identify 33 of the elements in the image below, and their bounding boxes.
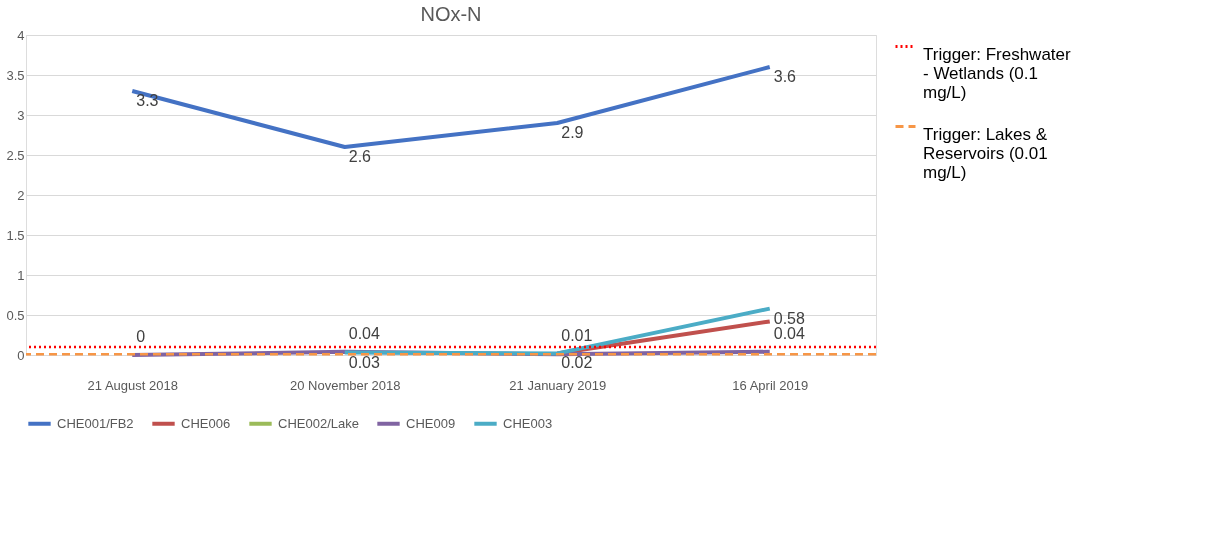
y-tick-label: 4 <box>17 27 25 43</box>
y-tick-label: 3 <box>17 107 25 123</box>
legend-label: CHE009 <box>406 415 456 431</box>
data-label: 0 <box>136 328 146 345</box>
data-label: 3.6 <box>773 68 797 85</box>
y-tick-label: 2.5 <box>6 147 25 163</box>
legend-label: Trigger: Freshwater - Wetlands (0.1 mg/L) <box>923 44 1072 102</box>
chart-title: NOx-N <box>420 3 482 25</box>
data-label: 3.3 <box>136 92 159 109</box>
legend-label: Trigger: Lakes & Reservoirs (0.01 mg/L) <box>923 124 1048 182</box>
line-series <box>130 65 772 149</box>
y-tick-label: 2 <box>17 187 25 203</box>
legend-label: CHE002/Lake <box>278 415 359 431</box>
y-tick-label: 0 <box>17 347 25 363</box>
y-tick-label: 1.5 <box>6 227 25 243</box>
x-tick-label: 20 November 2018 <box>289 377 401 393</box>
data-label: 2.9 <box>561 124 584 141</box>
data-label: 0.02 <box>561 354 593 372</box>
x-tick-label: 21 August 2018 <box>87 377 178 393</box>
x-tick-label: 21 January 2019 <box>509 377 607 393</box>
legend-label: CHE006 <box>181 415 231 431</box>
legend-label: CHE001/FB2 <box>57 415 134 431</box>
data-label: 0.04 <box>773 324 805 342</box>
data-label: 0.01 <box>561 327 593 345</box>
y-tick-label: 3.5 <box>6 67 25 83</box>
x-tick-label: 16 April 2019 <box>732 377 809 393</box>
data-label: 0.04 <box>348 324 380 342</box>
legend-label: CHE003 <box>503 415 553 431</box>
data-label: 0.58 <box>773 309 805 327</box>
y-tick-label: 1 <box>17 267 25 283</box>
data-label: 0.03 <box>348 353 380 371</box>
data-label: 2.6 <box>348 148 372 165</box>
y-tick-label: 0.5 <box>6 307 25 323</box>
